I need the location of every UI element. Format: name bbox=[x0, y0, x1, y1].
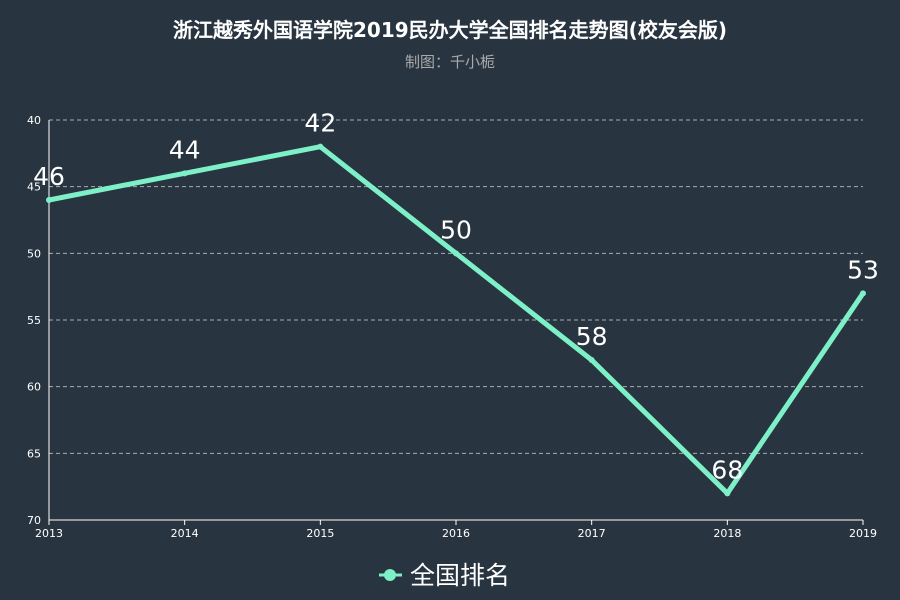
data-point[interactable] bbox=[46, 197, 52, 203]
x-tick-label: 2019 bbox=[849, 527, 877, 540]
data-label: 68 bbox=[711, 455, 743, 484]
data-label: 58 bbox=[576, 322, 608, 351]
x-tick-label: 2015 bbox=[306, 527, 334, 540]
y-axis: 40 45 50 55 60 65 70 bbox=[27, 114, 50, 527]
data-point[interactable] bbox=[724, 490, 731, 497]
legend[interactable]: 全国排名 bbox=[379, 561, 510, 590]
x-tick-label: 2017 bbox=[578, 527, 606, 540]
y-tick-label: 70 bbox=[27, 514, 41, 527]
y-tick-label: 45 bbox=[27, 181, 41, 194]
chart-title: 浙江越秀外国语学院2019民办大学全国排名走势图(校友会版) bbox=[173, 18, 727, 42]
data-point[interactable] bbox=[317, 143, 324, 150]
legend-label: 全国排名 bbox=[410, 561, 510, 590]
data-point[interactable] bbox=[860, 290, 866, 297]
x-axis: 2013 2014 2015 2016 2017 2018 2019 bbox=[35, 519, 877, 540]
data-label: 50 bbox=[440, 215, 472, 244]
y-tick-label: 55 bbox=[27, 314, 41, 327]
series-layer bbox=[46, 143, 866, 497]
data-point[interactable] bbox=[588, 357, 595, 363]
data-label: 53 bbox=[847, 255, 879, 284]
y-tick-label: 60 bbox=[27, 381, 41, 394]
y-tick-label: 50 bbox=[27, 247, 41, 260]
data-label: 44 bbox=[169, 135, 201, 164]
x-tick-label: 2016 bbox=[442, 527, 470, 540]
x-tick-label: 2018 bbox=[713, 527, 741, 540]
data-point[interactable] bbox=[181, 170, 188, 177]
x-tick-label: 2013 bbox=[35, 527, 63, 540]
legend-marker-icon bbox=[384, 569, 396, 581]
y-tick-label: 40 bbox=[27, 114, 41, 127]
data-point[interactable] bbox=[453, 250, 459, 257]
chart-subtitle: 制图：千小栀 bbox=[405, 53, 495, 71]
data-labels: 46 44 42 50 58 68 53 bbox=[33, 109, 879, 485]
x-tick-label: 2014 bbox=[171, 527, 199, 540]
data-label: 46 bbox=[33, 162, 65, 191]
data-label: 42 bbox=[304, 109, 336, 138]
y-tick-label: 65 bbox=[27, 447, 41, 460]
